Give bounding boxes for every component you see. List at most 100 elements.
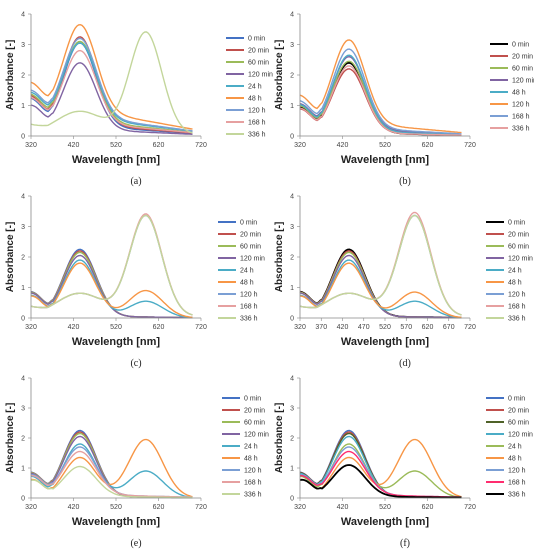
x-axis-title: Wavelength [nm] [72,336,161,348]
legend-label: 336 h [508,492,526,499]
legend-label: 24 h [244,444,258,451]
legend-label: 48 h [240,280,254,287]
legend-label: 336 h [508,316,526,323]
series-line-9 [299,214,462,316]
legend-label: 0 min [248,36,265,43]
y-axis-title: Absorbance [-] [5,222,16,293]
x-tick-label: 520 [110,504,122,511]
chart-panel-3: 0 1 2 3 4 320 420 520 620 720 Wavelength [nm] Absor… [5,194,265,370]
legend-label: 120 h [244,468,262,475]
x-tick-label: 620 [153,142,165,149]
legend: 0 min 20 min 60 min 120 min 24 h 48 h 120 h 168… [222,396,269,499]
y-tick-label: 4 [290,194,294,201]
x-axis-title: Wavelength [nm] [72,154,161,166]
legend-label: 168 h [248,120,266,127]
x-tick-label: 320 [294,324,306,331]
series-line-6 [299,262,462,319]
legend: 0 min 20 min 60 min 120 min 24 h 48 h 120 h 168… [486,396,533,499]
y-tick-label: 2 [290,255,294,262]
legend-label: 168 h [512,114,530,121]
series-line-5 [30,42,193,132]
panel-caption: (b) [399,176,411,187]
y-tick-label: 1 [290,466,294,473]
y-axis-title: Absorbance [-] [5,40,16,111]
y-tick-label: 1 [21,466,25,473]
legend-label: 20 min [508,232,529,239]
legend-label: 120 h [508,468,526,475]
y-tick-label: 3 [21,42,25,49]
y-tick-label: 2 [21,73,25,80]
x-tick-label: 420 [68,142,80,149]
legend-label: 120 min [240,256,265,263]
series-line-9 [30,31,193,134]
y-tick-label: 3 [290,224,294,231]
y-tick-label: 0 [21,134,25,141]
x-axis-title: Wavelength [nm] [341,516,430,528]
x-tick-label: 420 [68,324,80,331]
y-tick-label: 1 [290,103,294,110]
y-tick-label: 2 [290,73,294,80]
series-line-6 [31,438,193,498]
y-axis-title: Absorbance [-] [274,222,285,293]
legend-label: 168 h [240,304,258,311]
x-tick-label: 620 [422,142,434,149]
legend-label: 120 h [512,102,530,109]
x-tick-label: 720 [195,142,207,149]
legend-label: 60 min [508,244,529,251]
legend-label: 120 h [240,292,258,299]
chart-panel-4: 0 1 2 3 4 320 370 420 470 520 570 620 670 720 Waveleng… [274,194,533,370]
x-tick-label: 620 [422,504,434,511]
y-tick-label: 1 [290,285,294,292]
legend-label: 336 h [244,492,262,499]
x-axis-title: Wavelength [nm] [341,154,430,166]
legend-label: 120 min [512,78,534,85]
y-tick-label: 4 [290,376,294,383]
x-tick-label: 520 [110,324,122,331]
x-tick-label: 670 [443,324,455,331]
y-tick-label: 1 [21,285,25,292]
legend-label: 20 min [244,408,265,415]
chart-panel-2: 0 1 2 3 4 320 420 520 620 720 Wavelength [nm] Absor… [274,12,534,188]
legend-label: 0 min [512,42,529,49]
legend-label: 60 min [248,60,269,67]
y-tick-label: 4 [21,12,25,19]
x-tick-label: 620 [153,324,165,331]
legend-label: 60 min [240,244,261,251]
y-axis-title: Absorbance [-] [5,403,16,474]
series-line-9 [30,465,193,499]
y-tick-label: 2 [21,436,25,443]
y-axis-title: Absorbance [-] [274,403,285,474]
legend-label: 60 min [244,420,265,427]
x-tick-label: 570 [400,324,412,331]
x-tick-label: 620 [153,504,165,511]
legend-label: 168 h [508,480,526,487]
legend-label: 60 min [512,66,533,73]
legend-label: 0 min [508,396,525,403]
series-line-3 [30,40,193,133]
x-tick-label: 720 [195,324,207,331]
series-line-4 [30,62,193,135]
panel-caption: (a) [130,176,141,187]
y-tick-label: 3 [290,406,294,413]
legend-label: 120 h [508,292,526,299]
y-axis-title: Absorbance [-] [274,40,285,111]
series-line-6 [300,438,462,498]
x-tick-label: 520 [379,142,391,149]
legend-label: 336 h [248,132,266,139]
y-tick-label: 4 [21,194,25,201]
x-axis-title: Wavelength [nm] [72,516,161,528]
legend-label: 0 min [240,220,257,227]
series-line-6 [30,23,193,130]
y-tick-label: 2 [290,436,294,443]
y-tick-label: 3 [21,224,25,231]
legend-label: 48 h [248,96,262,103]
x-tick-label: 620 [422,324,434,331]
legend-label: 120 min [508,432,533,439]
x-tick-label: 720 [464,142,476,149]
legend-label: 24 h [240,268,254,275]
series-line-9 [30,214,193,316]
legend-label: 0 min [244,396,261,403]
series-line-9 [299,464,462,499]
x-axis-title: Wavelength [nm] [341,336,430,348]
